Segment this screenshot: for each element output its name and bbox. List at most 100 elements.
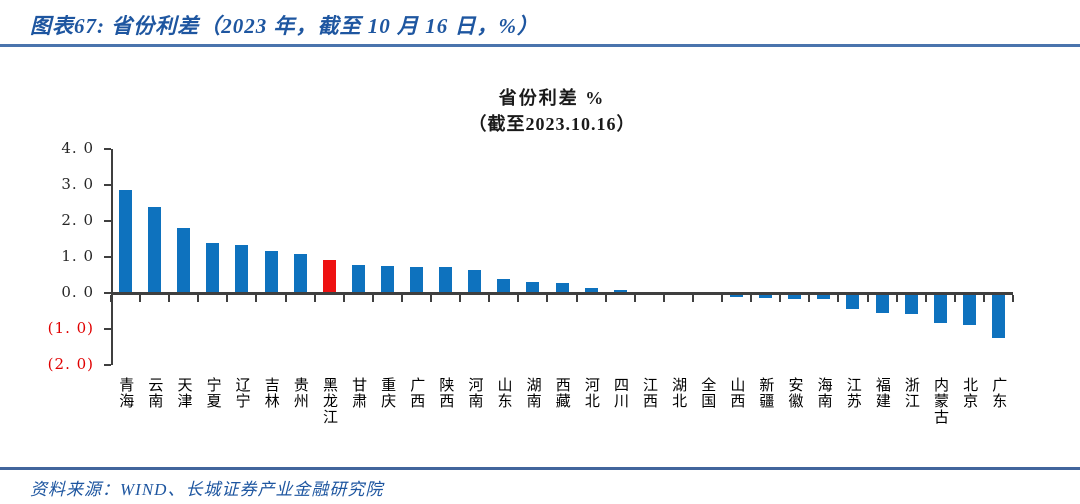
x-axis-tick	[430, 295, 433, 302]
x-axis-label-云南: 云南	[146, 377, 163, 409]
x-axis-tick	[313, 295, 316, 302]
bar-西藏	[555, 283, 569, 293]
x-axis-label-四川: 四川	[611, 377, 628, 409]
bar-宁夏	[206, 242, 220, 293]
x-axis-label-西藏: 西藏	[553, 377, 570, 409]
x-axis-tick	[1012, 295, 1014, 302]
x-axis-label-北京: 北京	[961, 377, 978, 409]
x-axis-tick	[691, 295, 694, 302]
y-axis-tick	[104, 256, 111, 258]
x-axis-tick	[371, 295, 374, 302]
x-axis-tick	[255, 295, 258, 302]
x-axis-label-湖北: 湖北	[670, 377, 687, 409]
x-axis-label-新疆: 新疆	[757, 377, 774, 409]
x-axis-tick	[488, 295, 491, 302]
x-axis-tick	[779, 295, 782, 302]
x-axis-tick	[982, 295, 985, 302]
x-axis-label-贵州: 贵州	[291, 377, 308, 409]
bar-广西	[410, 266, 424, 293]
x-axis-label-陕西: 陕西	[437, 377, 454, 409]
x-axis-tick	[924, 295, 927, 302]
x-axis-label-内蒙古: 内蒙古	[932, 377, 948, 425]
y-axis-tick-label: 3. 0	[61, 175, 94, 193]
x-axis-tick	[400, 295, 403, 302]
x-axis-label-全国: 全国	[699, 377, 716, 409]
y-axis-tick	[104, 184, 111, 186]
x-axis-label-福建: 福建	[873, 377, 890, 409]
bar-海南	[817, 293, 831, 300]
x-axis-tick	[139, 295, 142, 302]
y-axis-tick-label: (1. 0)	[47, 319, 94, 337]
y-axis-tick-label: 0. 0	[61, 283, 94, 301]
bar-青海	[119, 190, 133, 293]
x-axis-label-浙江: 浙江	[902, 377, 919, 409]
y-axis-tick-label: 4. 0	[61, 139, 94, 157]
header-divider-line	[0, 44, 1080, 47]
x-axis-tick	[168, 295, 171, 302]
x-axis-label-重庆: 重庆	[379, 377, 396, 409]
y-axis-tick	[104, 292, 111, 294]
x-axis-tick	[750, 295, 753, 302]
x-axis-tick	[342, 295, 345, 302]
bar-黑龙江	[322, 259, 336, 293]
figure-header-title: 图表67: 省份利差（2023 年，截至 10 月 16 日，%）	[30, 14, 539, 38]
bar-广东	[991, 293, 1005, 338]
bar-甘肃	[351, 264, 365, 293]
bar-浙江	[904, 293, 918, 314]
x-axis-tick	[197, 295, 200, 302]
x-axis-label-安徽: 安徽	[786, 377, 803, 409]
x-axis-tick	[517, 295, 520, 302]
y-axis-tick	[104, 148, 111, 150]
y-axis-line	[111, 149, 113, 365]
x-axis-label-河北: 河北	[582, 377, 599, 409]
x-axis-label-河南: 河南	[466, 377, 483, 409]
bar-河北	[584, 287, 598, 293]
bar-天津	[177, 228, 191, 293]
bar-江苏	[846, 293, 860, 309]
x-axis-tick	[110, 295, 112, 302]
bar-福建	[875, 293, 889, 314]
x-axis-label-山西: 山西	[728, 377, 745, 409]
x-axis-label-广东: 广东	[990, 377, 1007, 409]
bar-吉林	[264, 250, 278, 293]
x-axis-tick	[459, 295, 462, 302]
bar-北京	[962, 293, 976, 326]
y-axis-tick-label: 1. 0	[61, 247, 94, 265]
x-axis-tick	[604, 295, 607, 302]
bar-四川	[613, 289, 627, 293]
bar-内蒙古	[933, 293, 947, 323]
footer-divider-line	[0, 467, 1080, 470]
x-axis-tick	[546, 295, 549, 302]
y-axis-tick-label: 2. 0	[61, 211, 94, 229]
x-axis-tick	[633, 295, 636, 302]
x-axis-label-黑龙江: 黑龙江	[320, 377, 337, 425]
bar-陕西	[439, 267, 453, 293]
y-axis-tick-label: (2. 0)	[47, 355, 94, 373]
x-axis-tick	[662, 295, 665, 302]
chart-title: 省份利差 %	[498, 88, 606, 108]
x-axis-label-江苏: 江苏	[844, 377, 861, 409]
x-axis-label-吉林: 吉林	[262, 377, 279, 409]
source-attribution: 资料来源：WIND、长城证券产业金融研究院	[30, 480, 384, 499]
x-axis-label-甘肃: 甘肃	[350, 377, 367, 409]
x-axis-tick	[837, 295, 840, 302]
bar-重庆	[380, 266, 394, 293]
bar-贵州	[293, 254, 307, 293]
bar-湖南	[526, 281, 540, 293]
bar-云南	[148, 206, 162, 293]
bar-新疆	[759, 293, 773, 298]
x-axis-label-天津: 天津	[175, 377, 192, 409]
x-axis-label-宁夏: 宁夏	[204, 377, 221, 409]
bar-河南	[468, 269, 482, 293]
x-axis-label-湖南: 湖南	[524, 377, 541, 409]
bar-辽宁	[235, 245, 249, 293]
x-axis-label-广西: 广西	[408, 377, 425, 409]
y-axis-tick	[104, 364, 111, 366]
x-axis-tick	[808, 295, 811, 302]
x-axis-tick	[953, 295, 956, 302]
x-axis-tick	[895, 295, 898, 302]
x-axis-tick	[284, 295, 287, 302]
x-axis-tick	[721, 295, 724, 302]
chart-subtitle: （截至2023.10.16）	[468, 114, 636, 134]
bar-山东	[497, 278, 511, 293]
